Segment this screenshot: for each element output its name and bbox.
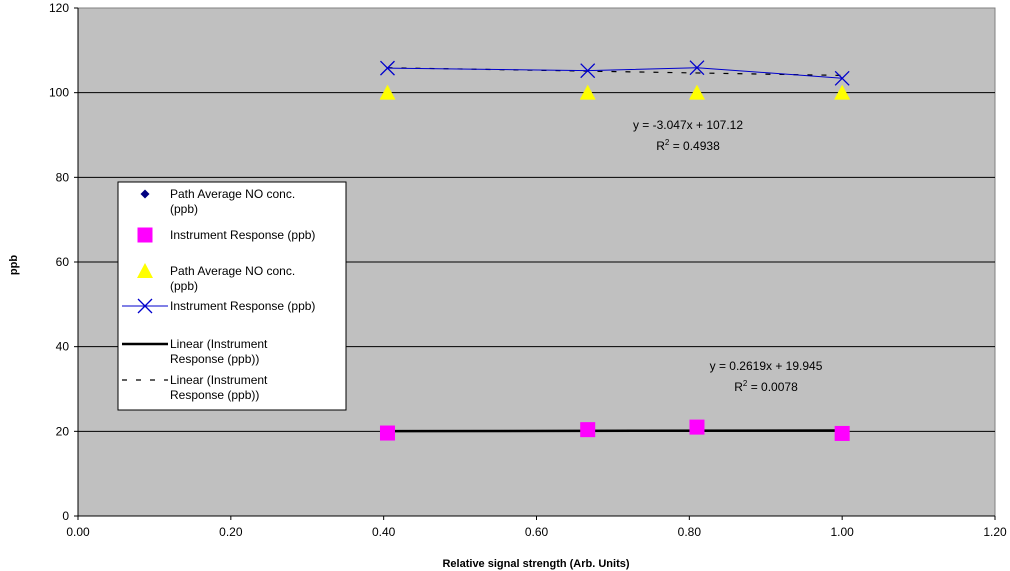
series-2-point-1 [579,84,596,100]
y-tick-label-6: 120 [49,1,69,15]
x-tick-label-0: 0.00 [66,525,90,539]
legend-item-5-label: Linear (Instrument Response (ppb)) [170,373,268,402]
legend-item-3: Instrument Response (ppb) [122,298,315,314]
trendline-0-r2: R2 = 0.0078 [734,379,798,394]
x-tick-label-6: 1.20 [983,525,1007,539]
x-tick-label-2: 0.40 [372,525,396,539]
legend-item-2-label: Path Average NO conc. (ppb) [170,264,295,293]
x-axis-title: Relative signal strength (Arb. Units) [442,558,629,570]
x-tick-label-1: 0.20 [219,525,243,539]
legend-item-3-label: Instrument Response (ppb) [170,299,315,313]
trendline-0 [387,429,843,433]
y-tick-label-2: 40 [56,340,70,354]
trendline-1 [387,67,843,77]
x-tick-label-5: 1.00 [830,525,854,539]
x-tick-label-4: 0.80 [678,525,702,539]
trendline-1-equation: y = -3.047x + 107.12 [633,118,743,132]
series-3-point-1 [580,63,596,79]
y-tick-label-4: 80 [56,170,70,184]
legend-item-2-marker [137,263,153,278]
trendline-0-equation: y = 0.2619x + 19.945 [710,359,823,373]
series-1-point-1 [580,422,596,438]
series-1-point-2 [689,419,705,435]
legend-item-2: Path Average NO conc. (ppb) [137,263,295,293]
legend-item-4-label: Linear (Instrument Response (ppb)) [170,337,268,366]
y-axis-title: ppb [8,255,20,275]
legend-item-0-label: Path Average NO conc. (ppb) [170,187,295,216]
y-tick-label-3: 60 [56,255,70,269]
y-tick-label-0: 0 [62,509,69,523]
y-tick-label-1: 20 [56,424,70,438]
series-1-point-0 [379,425,395,441]
series-3-line [387,67,843,79]
series-3-point-3 [834,70,850,86]
legend-item-4: Linear (Instrument Response (ppb)) [122,337,268,366]
legend-item-1: Instrument Response (ppb) [137,227,315,243]
x-tick-label-3: 0.60 [525,525,549,539]
legend-box [117,181,347,411]
trendline-1-r2: R2 = 0.4938 [656,138,720,153]
series-3-point-2 [689,60,705,76]
legend-item-1-label: Instrument Response (ppb) [170,228,315,242]
legend-item-3-marker [137,298,153,314]
series-2-point-2 [688,84,705,100]
series-2-point-3 [834,84,851,100]
legend-item-0: Path Average NO conc. (ppb) [140,187,295,216]
series-1-point-3 [834,425,850,441]
series-2-point-0 [379,84,396,100]
legend-item-1-marker [137,227,153,243]
legend-item-0-marker [140,189,150,199]
series-3-point-0 [380,60,395,76]
legend-item-5: Linear (Instrument Response (ppb)) [122,373,268,402]
y-tick-label-5: 100 [49,86,69,100]
